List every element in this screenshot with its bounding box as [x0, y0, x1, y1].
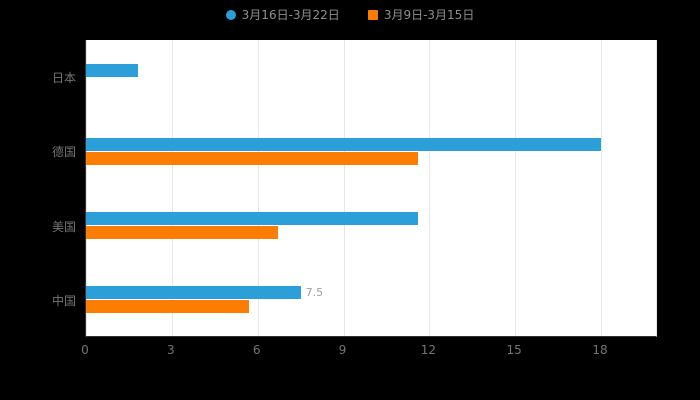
- legend-square-marker-icon: [367, 9, 378, 20]
- bar-德国-series0[interactable]: [86, 137, 601, 151]
- legend-label-week1: 3月9日-3月15日: [383, 8, 475, 22]
- y-axis-label-美国: 美国: [51, 219, 76, 234]
- bar-美国-series0[interactable]: [86, 212, 418, 226]
- gridline: [429, 40, 431, 336]
- plot-area: 7.5: [85, 40, 657, 337]
- x-axis-label-9: 9: [338, 343, 347, 357]
- gridline: [515, 40, 517, 336]
- y-axis-label-日本: 日本: [51, 71, 76, 86]
- x-axis-label-0: 0: [81, 343, 89, 357]
- x-axis-label-18: 18: [592, 343, 608, 357]
- bar-中国-series1[interactable]: [86, 300, 250, 314]
- legend-item-week2[interactable]: 3月16日-3月22日: [225, 6, 340, 23]
- bar-德国-series1[interactable]: [86, 151, 418, 165]
- gridline: [343, 40, 345, 336]
- y-axis-label-中国: 中国: [51, 293, 76, 308]
- x-axis-label-3: 3: [167, 343, 175, 357]
- legend-label-week2: 3月16日-3月22日: [241, 8, 340, 22]
- data-label: 7.5: [305, 286, 324, 300]
- gridline: [257, 40, 259, 336]
- bar-中国-series0[interactable]: [86, 286, 301, 300]
- bar-日本-series0[interactable]: [86, 63, 138, 77]
- x-axis-label-15: 15: [506, 343, 522, 357]
- gridline: [86, 40, 87, 336]
- legend-item-week1[interactable]: 3月9日-3月15日: [367, 6, 475, 23]
- gridline: [601, 40, 602, 336]
- legend-circle-marker-icon: [225, 9, 236, 20]
- x-axis-label-6: 6: [252, 343, 261, 357]
- gridline: [171, 40, 173, 336]
- chart-legend: 3月16日-3月22日 3月9日-3月15日: [0, 6, 700, 23]
- bar-美国-series1[interactable]: [86, 226, 278, 240]
- x-axis-label-12: 12: [420, 343, 436, 357]
- y-axis-label-德国: 德国: [51, 145, 76, 160]
